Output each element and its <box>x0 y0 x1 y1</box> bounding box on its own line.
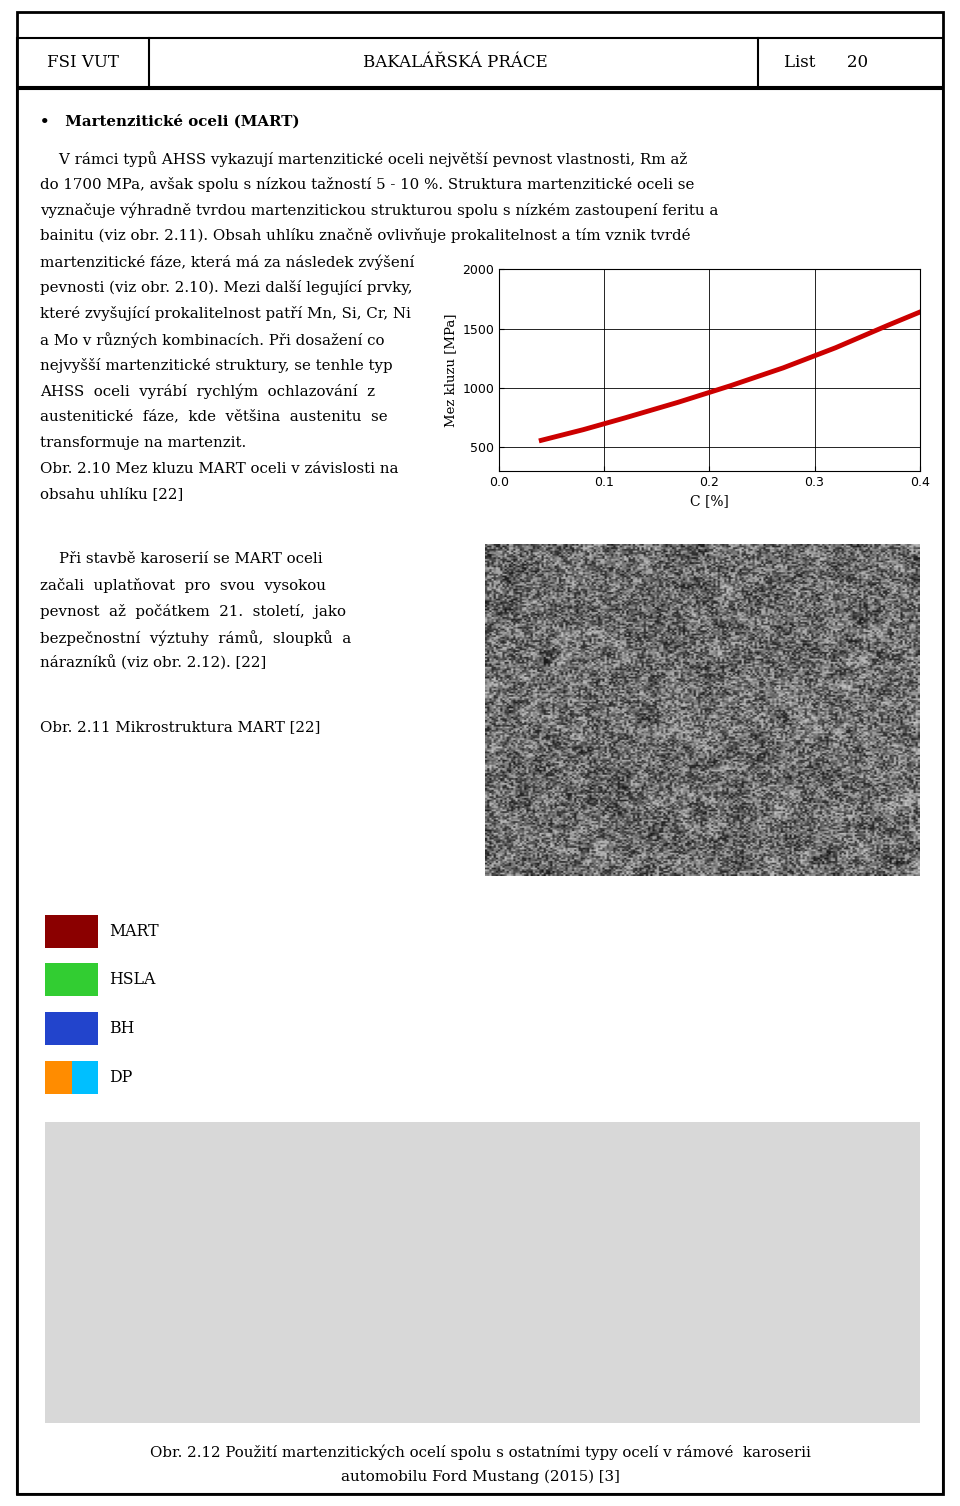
Text: transformuje na martenzit.: transformuje na martenzit. <box>40 435 247 450</box>
Text: pevnosti (viz obr. 2.10). Mezi další legující prvky,: pevnosti (viz obr. 2.10). Mezi další leg… <box>40 280 413 295</box>
Text: AHSS  oceli  vyrábí  rychlým  ochlazování  z: AHSS oceli vyrábí rychlým ochlazování z <box>40 384 375 399</box>
Text: vyznačuje výhradně tvrdou martenzitickou strukturou spolu s nízkém zastoupení fe: vyznačuje výhradně tvrdou martenzitickou… <box>40 202 719 218</box>
Text: Při stavbě karoserií se MART oceli: Při stavbě karoserií se MART oceli <box>40 553 323 566</box>
Text: automobilu Ford Mustang (2015) [3]: automobilu Ford Mustang (2015) [3] <box>341 1470 619 1485</box>
Text: obsahu uhlíku [22]: obsahu uhlíku [22] <box>40 488 183 501</box>
Text: DP: DP <box>109 1069 132 1086</box>
Text: pevnost  až  počátkem  21.  století,  jako: pevnost až počátkem 21. století, jako <box>40 604 347 619</box>
Text: martenzitické fáze, která má za následek zvýšení: martenzitické fáze, která má za následek… <box>40 255 415 270</box>
Text: nejvyšší martenzitické struktury, se tenhle typ: nejvyšší martenzitické struktury, se ten… <box>40 358 393 373</box>
Text: Obr. 2.12 Použití martenzitických ocelí spolu s ostatními typy ocelí v rámové  k: Obr. 2.12 Použití martenzitických ocelí … <box>150 1444 810 1459</box>
Text: BAKALÁŘSKÁ PRÁCE: BAKALÁŘSKÁ PRÁCE <box>363 54 547 71</box>
Text: nárazníků (viz obr. 2.12). [22]: nárazníků (viz obr. 2.12). [22] <box>40 655 267 672</box>
Text: bezpečnostní  výztuhy  rámů,  sloupků  a: bezpečnostní výztuhy rámů, sloupků a <box>40 630 351 646</box>
Text: •   Martenzitické oceli (MART): • Martenzitické oceli (MART) <box>40 114 300 130</box>
Text: které zvyšující prokalitelnost patří Mn, Si, Cr, Ni: které zvyšující prokalitelnost patří Mn,… <box>40 306 411 321</box>
Text: FSI VUT: FSI VUT <box>47 54 118 71</box>
Text: Obr. 2.10 Mez kluzu MART oceli v závislosti na: Obr. 2.10 Mez kluzu MART oceli v závislo… <box>40 461 398 476</box>
Text: bainitu (viz obr. 2.11). Obsah uhlíku značně ovlivňuje prokalitelnost a tím vzni: bainitu (viz obr. 2.11). Obsah uhlíku zn… <box>40 229 691 244</box>
Text: do 1700 MPa, avšak spolu s nízkou tažností 5 - 10 %. Struktura martenzitické oce: do 1700 MPa, avšak spolu s nízkou tažnos… <box>40 176 695 191</box>
Text: a Mo v různých kombinacích. Při dosažení co: a Mo v různých kombinacích. Při dosažení… <box>40 331 385 348</box>
Text: začali  uplatňovat  pro  svou  vysokou: začali uplatňovat pro svou vysokou <box>40 578 326 593</box>
Y-axis label: Mez kluzu [MPa]: Mez kluzu [MPa] <box>444 313 457 428</box>
Text: HSLA: HSLA <box>109 971 156 988</box>
Text: austenitické  fáze,  kde  většina  austenitu  se: austenitické fáze, kde většina austenitu… <box>40 410 388 423</box>
Text: MART: MART <box>109 923 159 940</box>
Text: BH: BH <box>109 1020 134 1038</box>
Text: List      20: List 20 <box>783 54 868 71</box>
X-axis label: C [%]: C [%] <box>690 494 729 509</box>
Text: Obr. 2.11 Mikrostruktura MART [22]: Obr. 2.11 Mikrostruktura MART [22] <box>40 720 321 735</box>
Text: V rámci typů AHSS vykazují martenzitické oceli největší pevnost vlastnosti, Rm a: V rámci typů AHSS vykazují martenzitické… <box>40 151 687 167</box>
